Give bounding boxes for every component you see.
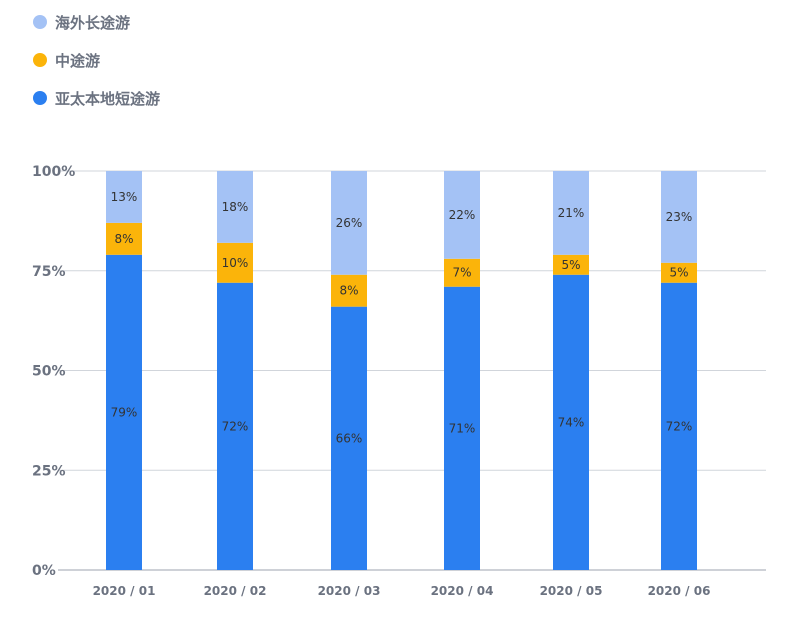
x-tick-label: 2020 / 01 — [93, 584, 156, 598]
bar-segment — [106, 254, 142, 571]
chart-legend: 海外长途游 中途游 亚太本地短途游 — [33, 12, 160, 126]
x-tick-label: 2020 / 04 — [431, 584, 494, 598]
bar-segment — [553, 254, 589, 275]
data-label: 13% — [111, 190, 138, 204]
bar-segment — [217, 242, 253, 283]
bar-segment — [217, 171, 253, 243]
legend-swatch-overseas — [33, 15, 47, 29]
data-label: 71% — [449, 421, 476, 435]
bar-segment — [444, 286, 480, 570]
y-tick-label: 50% — [32, 364, 66, 380]
data-label: 18% — [222, 200, 249, 214]
legend-label-local: 亚太本地短途游 — [55, 89, 161, 108]
y-tick-label: 75% — [32, 264, 66, 280]
data-label: 21% — [558, 206, 585, 220]
x-tick-label: 2020 / 05 — [540, 584, 603, 598]
y-tick-label: 25% — [32, 463, 66, 479]
data-label: 72% — [222, 419, 249, 433]
data-label: 66% — [336, 431, 363, 445]
bar-segment — [661, 171, 697, 263]
x-tick-label: 2020 / 02 — [204, 584, 267, 598]
legend-label-overseas: 海外长途游 — [55, 13, 131, 32]
bar-segment — [444, 171, 480, 259]
bar-segment — [106, 171, 142, 223]
data-label: 72% — [666, 419, 693, 433]
bar-segment — [553, 274, 589, 570]
bar-segment — [331, 306, 367, 570]
x-tick-label: 2020 / 06 — [648, 584, 711, 598]
data-label: 74% — [558, 415, 585, 429]
y-tick-label: 100% — [32, 164, 75, 180]
data-label: 5% — [561, 258, 580, 272]
data-label: 8% — [114, 232, 133, 246]
bar-segment — [331, 171, 367, 275]
bar-segment — [106, 222, 142, 255]
legend-item-local: 亚太本地短途游 — [33, 88, 160, 108]
bar-segment — [217, 282, 253, 570]
data-label: 5% — [669, 266, 688, 280]
legend-label-medium: 中途游 — [55, 51, 101, 70]
legend-item-overseas: 海外长途游 — [33, 12, 160, 32]
y-tick-label: 0% — [32, 563, 56, 579]
data-label: 8% — [339, 284, 358, 298]
legend-swatch-local — [33, 91, 47, 105]
bar-segment — [661, 262, 697, 283]
bar-segment — [444, 258, 480, 287]
bar-segment — [331, 274, 367, 307]
data-label: 22% — [449, 208, 476, 222]
x-tick-label: 2020 / 03 — [318, 584, 381, 598]
bar-segment — [553, 171, 589, 255]
data-label: 26% — [336, 216, 363, 230]
data-label: 10% — [222, 256, 249, 270]
legend-item-medium: 中途游 — [33, 50, 160, 70]
data-label: 79% — [111, 405, 138, 419]
legend-swatch-medium — [33, 53, 47, 67]
data-label: 7% — [452, 266, 471, 280]
bar-segment — [661, 282, 697, 570]
data-label: 23% — [666, 210, 693, 224]
